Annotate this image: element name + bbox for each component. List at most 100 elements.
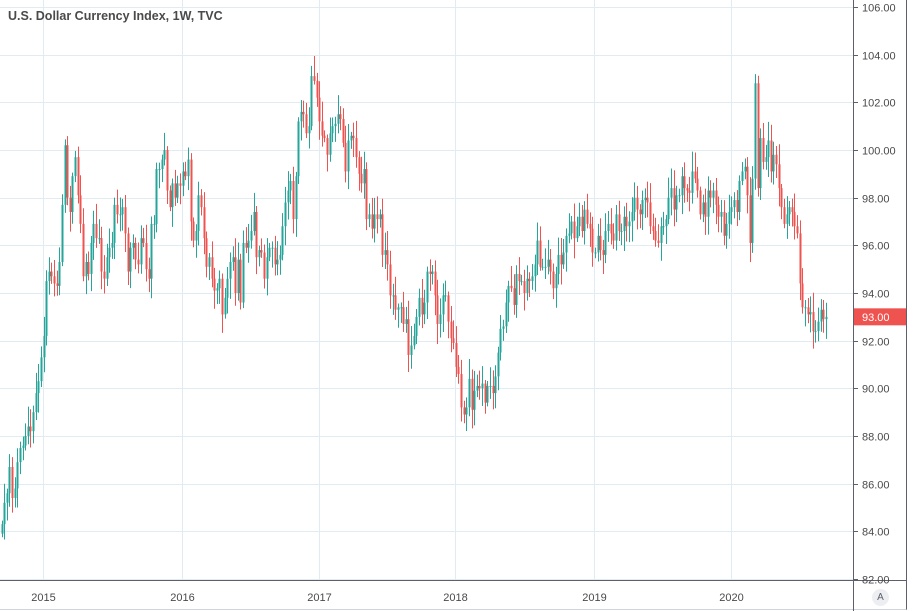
candle-body <box>423 302 426 315</box>
grid <box>0 0 853 580</box>
candle-body <box>103 271 106 279</box>
candle-body <box>276 259 279 265</box>
candle-body <box>402 307 405 324</box>
candle-body <box>573 221 576 239</box>
candle-body <box>497 352 500 377</box>
candle-body <box>190 159 193 222</box>
candle-body <box>759 138 762 189</box>
candle-body <box>455 343 458 367</box>
candle-body <box>358 157 361 174</box>
y-tick-label: 86.00 <box>862 480 890 492</box>
candle-body <box>334 123 337 127</box>
candle-body <box>523 281 526 293</box>
candle-body <box>793 211 796 227</box>
candle-body <box>715 190 718 205</box>
y-tick-label: 106.00 <box>862 3 896 15</box>
y-tick-label: 104.00 <box>862 51 896 63</box>
x-tick-label: 2015 <box>31 592 55 604</box>
candle-body <box>513 288 516 305</box>
candle-body <box>738 180 741 212</box>
candle-body <box>371 214 374 229</box>
candle-body <box>129 247 132 272</box>
candle-body <box>50 271 53 277</box>
candle-body <box>271 247 274 249</box>
candle-body <box>754 83 757 179</box>
candle-body <box>796 226 799 234</box>
auto-scale-button[interactable]: A <box>872 589 889 606</box>
candle-body <box>108 247 111 258</box>
candle-body <box>623 216 626 232</box>
candle-body <box>323 135 326 139</box>
candle-body <box>434 271 437 296</box>
candle-body <box>392 295 395 297</box>
candle-body <box>218 278 221 289</box>
candle-body <box>583 209 586 232</box>
candle-body <box>667 197 670 220</box>
time-axis[interactable]: 2015 2016 2017 2018 2019 2020 <box>31 592 743 604</box>
candle-body <box>814 331 817 333</box>
candle-body <box>649 202 652 227</box>
candle-body <box>654 231 657 241</box>
candle-body <box>337 114 340 124</box>
candle-body <box>82 223 85 277</box>
candle-body <box>678 195 681 197</box>
candle-body <box>657 240 660 243</box>
candle-body <box>11 466 14 498</box>
candle-body <box>473 390 476 410</box>
last-price-text: 93.00 <box>862 312 890 324</box>
candle-body <box>565 235 568 253</box>
candle-body <box>607 223 610 232</box>
candle-body <box>221 278 224 315</box>
candle-body <box>111 242 114 248</box>
candle-body <box>801 283 804 308</box>
candle-body <box>142 238 145 243</box>
candle-body <box>744 166 747 172</box>
candle-body <box>507 285 510 303</box>
candle-body <box>3 502 6 525</box>
candle-body <box>43 335 46 358</box>
candle-body <box>660 226 663 243</box>
candle-body <box>720 211 723 217</box>
candle-body <box>19 447 22 463</box>
price-axis[interactable]: 82.00 84.00 86.00 88.00 90.00 92.00 94.00 96.00… <box>853 3 896 587</box>
candle-body <box>762 138 765 162</box>
candle-body <box>29 426 32 432</box>
candle-body <box>258 250 261 258</box>
candle-body <box>74 157 77 177</box>
candle-body <box>410 345 413 355</box>
candle-body <box>381 214 384 255</box>
candle-body <box>418 297 421 317</box>
x-tick-label: 2017 <box>307 592 331 604</box>
candle-body <box>229 262 232 279</box>
candle-body <box>8 466 11 494</box>
candle-body <box>568 233 571 236</box>
last-price-label: 93.00 <box>854 308 906 326</box>
candle-body <box>786 214 789 224</box>
candle-body <box>730 207 733 212</box>
candle-body <box>765 157 768 162</box>
candle-body <box>179 183 182 186</box>
candle-body <box>305 114 308 134</box>
candle-body <box>670 188 673 198</box>
candle-body <box>292 180 295 220</box>
candle-body <box>85 262 88 277</box>
candle-body <box>486 385 489 403</box>
candle-body <box>694 171 697 179</box>
candle-body <box>599 235 602 251</box>
candle-body <box>137 259 140 265</box>
candle-body <box>673 188 676 210</box>
candle-body <box>471 378 474 410</box>
candle-body <box>436 295 439 324</box>
candle-body <box>699 190 702 215</box>
candle-body <box>780 188 783 208</box>
candle-body <box>245 242 248 248</box>
candle-body <box>465 407 468 415</box>
candle-body <box>591 228 594 253</box>
candle-body <box>40 357 43 382</box>
candle-body <box>302 111 305 115</box>
candle-body <box>576 226 579 239</box>
candle-body <box>468 378 471 408</box>
candle-body <box>675 195 678 210</box>
candle-body <box>232 257 235 263</box>
